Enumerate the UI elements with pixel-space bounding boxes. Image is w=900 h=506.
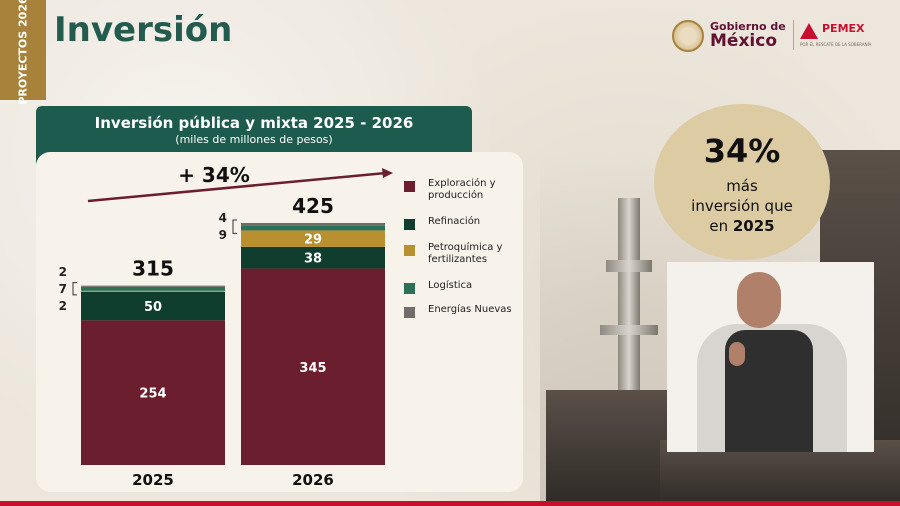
bar-total-label: 315 [132, 257, 174, 281]
bar-segment [81, 291, 225, 321]
growth-badge: 34% más inversión que en 2025 [654, 104, 830, 260]
legend-swatch [404, 181, 415, 192]
page-title: Inversión [54, 10, 233, 50]
segment-value-label: 29 [304, 233, 322, 248]
legend-swatch [404, 245, 415, 256]
stacked-bar-chart: 254 50 2 7 2 315 2025 345 38 29 4 9 425 2026 + 34% [59, 163, 393, 489]
growth-arrow [87, 171, 387, 203]
legend-swatch [404, 219, 415, 230]
refinery-tower [606, 260, 652, 272]
chart-title: Inversión pública y mixta 2025 - 2026 [94, 114, 414, 132]
legend-item: Exploración y producción [404, 178, 516, 202]
small-segment-label: 2 [59, 265, 67, 279]
legend-swatch [404, 307, 415, 318]
segment-value-label: 38 [304, 252, 322, 267]
legend-item: Logística [404, 280, 516, 294]
bar-segment [81, 320, 225, 465]
legend-label: Exploración y producción [428, 178, 496, 201]
segment-value-label: 254 [139, 387, 166, 402]
gov-logo-line2: México [710, 31, 777, 51]
logo-divider [793, 20, 794, 50]
pemex-tagline: POR EL RESCATE DE LA SOBERANÍA [800, 42, 872, 47]
refinery-tower [600, 325, 658, 335]
interpreter-hand [729, 342, 745, 366]
bar-segment [241, 225, 385, 231]
gov-logo-line1: Gobierno de [710, 20, 786, 33]
badge-line2: inversión que [691, 197, 793, 215]
small-segment-label: 9 [219, 228, 227, 242]
chart-subtitle: (miles de millones de pesos) [175, 133, 333, 146]
legend-swatch [404, 283, 415, 294]
small-segment-bracket [232, 219, 237, 234]
growth-label: + 34% [178, 163, 250, 187]
bottom-accent-bar [0, 501, 900, 506]
small-segment-label: 7 [59, 282, 67, 296]
bar-segment [81, 285, 225, 287]
gobierno-logo: Gobierno de México [672, 18, 792, 54]
badge-text: más inversión que en 2025 [654, 176, 830, 236]
bar-segment [241, 223, 385, 226]
pemex-eagle-icon [800, 23, 818, 39]
pemex-logo-text: PEMEX [822, 22, 865, 35]
sign-language-interpreter-video [667, 262, 874, 452]
badge-line3: en 2025 [654, 216, 830, 236]
badge-line1: más [726, 177, 758, 195]
segment-value-label: 50 [144, 300, 162, 315]
small-segment-label: 4 [219, 211, 227, 225]
legend-item: Petroquímica y fertilizantes [404, 242, 516, 266]
coat-of-arms-icon [672, 20, 704, 52]
badge-percent: 34% [703, 132, 781, 170]
bar-segment [81, 286, 225, 291]
section-tab-label: PROYECTOS 2026 [16, 0, 30, 105]
growth-arrowhead [382, 168, 393, 178]
bar-segment [241, 246, 385, 269]
refinery-structure [546, 390, 670, 506]
pemex-logo: PEMEX POR EL RESCATE DE LA SOBERANÍA [800, 22, 890, 50]
legend-item: Energías Nuevas [404, 304, 516, 318]
bar-segment [81, 290, 225, 292]
small-segment-label: 2 [59, 299, 67, 313]
legend-label: Energías Nuevas [428, 304, 512, 315]
category-label: 2025 [132, 471, 174, 489]
bar-total-label: 425 [292, 194, 334, 218]
legend-label: Petroquímica y fertilizantes [428, 242, 503, 265]
legend-label: Refinación [428, 216, 481, 227]
legend-label: Logística [428, 280, 473, 291]
section-tab: PROYECTOS 2026 [0, 0, 46, 104]
category-label: 2026 [292, 471, 334, 489]
badge-line3-prefix: en [709, 217, 733, 235]
badge-year: 2025 [732, 217, 775, 235]
small-segment-bracket [72, 282, 77, 296]
bar-segment [241, 268, 385, 465]
bar-segment [241, 230, 385, 247]
legend-item: Refinación [404, 216, 516, 230]
segment-value-label: 345 [299, 361, 326, 376]
interpreter-head [737, 272, 781, 328]
